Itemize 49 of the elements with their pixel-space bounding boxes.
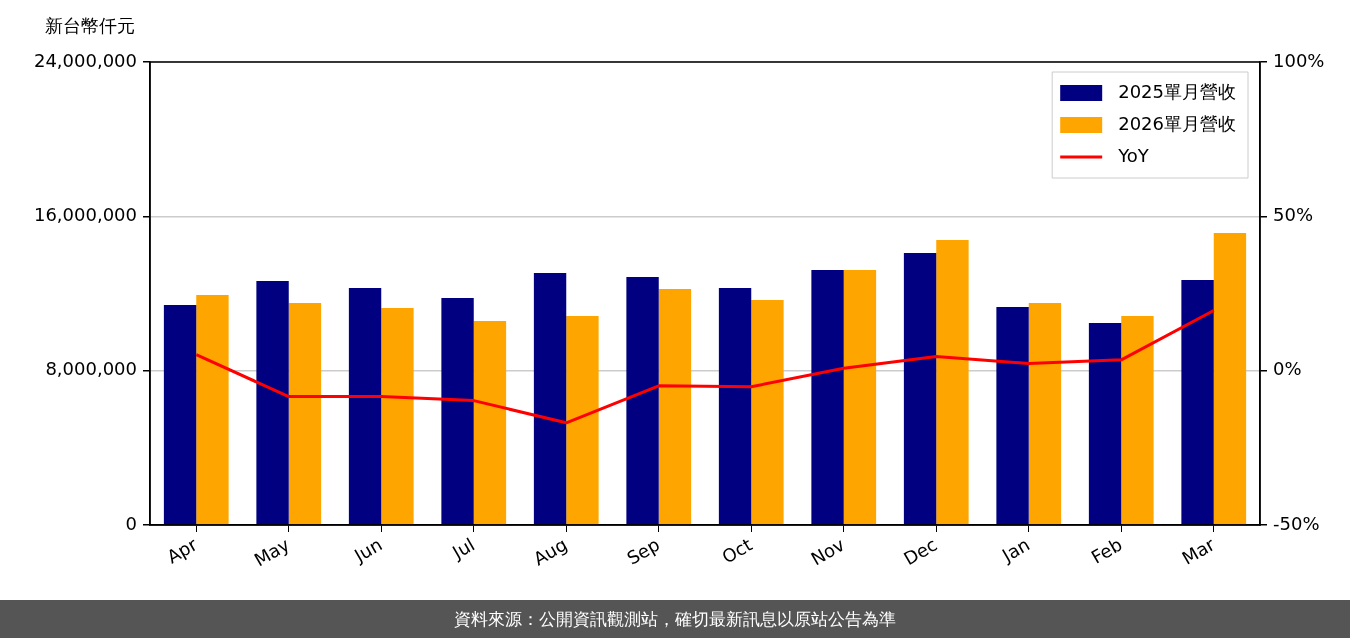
- bar: [288, 302, 322, 525]
- bar: [196, 295, 229, 525]
- bar: [626, 276, 659, 525]
- x-tick-label: May: [250, 533, 294, 571]
- x-tick-label: Jan: [997, 533, 1034, 567]
- bar: [658, 289, 692, 525]
- y2-tick-label: -50%: [1273, 512, 1320, 534]
- x-tick-label: Aug: [529, 533, 571, 570]
- bar: [1088, 323, 1122, 525]
- y-tick-label: 24,000,000: [33, 49, 137, 71]
- bar: [1213, 232, 1247, 525]
- bar: [348, 287, 382, 525]
- x-tick-label: Oct: [718, 533, 756, 568]
- bar: [566, 316, 599, 525]
- y-tick-label: 8,000,000: [45, 358, 137, 380]
- legend-label: 2025單月營收: [1118, 80, 1236, 102]
- source-note: 資料來源：公開資訊觀測站，確切最新訊息以原站公告為準: [0, 600, 1350, 638]
- y-tick-label: 0: [125, 512, 137, 534]
- bar: [473, 320, 507, 525]
- bar: [1121, 316, 1154, 525]
- x-tick-label: Sep: [623, 533, 664, 569]
- bar: [996, 307, 1029, 525]
- y-tick-label: 16,000,000: [33, 204, 137, 226]
- x-tick-label: Apr: [163, 533, 202, 568]
- bar: [718, 287, 752, 525]
- bar: [381, 307, 414, 525]
- y2-tick-label: 100%: [1273, 49, 1325, 71]
- x-tick-label: Dec: [899, 533, 941, 570]
- y2-tick-label: 50%: [1273, 204, 1314, 226]
- x-tick-label: Jun: [349, 533, 386, 567]
- bar: [843, 269, 877, 525]
- y2-tick-label: 0%: [1273, 358, 1302, 380]
- bar: [256, 280, 289, 525]
- bar: [1181, 280, 1214, 525]
- y-axis-title: 新台幣仟元: [45, 14, 135, 36]
- bar: [751, 300, 784, 525]
- x-tick-label: Mar: [1178, 533, 1219, 569]
- bar: [903, 252, 937, 525]
- bar: [811, 269, 844, 525]
- bar: [441, 297, 474, 525]
- bar: [163, 305, 197, 525]
- legend-label: YoY: [1117, 144, 1150, 166]
- bar: [533, 273, 567, 525]
- x-tick-label: Jul: [447, 533, 479, 564]
- x-tick-label: Feb: [1087, 533, 1126, 568]
- x-tick-label: Nov: [807, 533, 849, 570]
- bar: [1028, 302, 1062, 525]
- bar: [936, 240, 969, 525]
- legend-label: 2026單月營收: [1118, 112, 1236, 134]
